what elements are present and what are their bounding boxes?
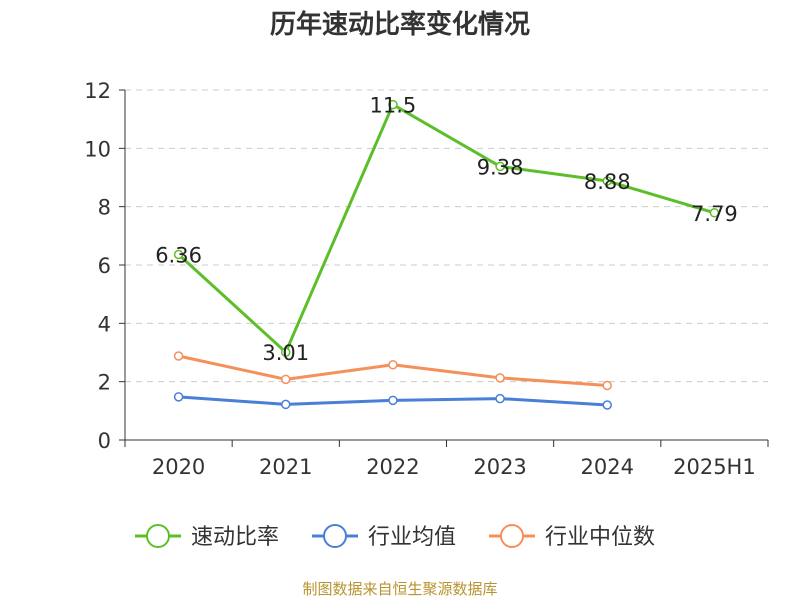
axes: 0 2 4 6 8 10 12 2020 2021 2022 2023 2024 2025H1 bbox=[84, 79, 769, 479]
x-tick-label: 2023 bbox=[473, 455, 526, 479]
data-point[interactable] bbox=[388, 99, 398, 110]
data-point[interactable] bbox=[602, 380, 612, 391]
legend-swatch-marker bbox=[500, 524, 524, 548]
series-group bbox=[173, 99, 720, 410]
legend-label: 行业均值 bbox=[368, 525, 456, 550]
data-point[interactable] bbox=[281, 347, 291, 357]
data-label: 11.5 bbox=[370, 94, 417, 118]
x-tick-label: 2024 bbox=[581, 455, 634, 479]
data-label: 6.36 bbox=[155, 244, 202, 268]
y-tick-label: 2 bbox=[98, 371, 111, 395]
y-tick-label: 0 bbox=[98, 429, 111, 453]
data-point[interactable] bbox=[281, 399, 291, 410]
data-point[interactable] bbox=[173, 249, 184, 260]
legend-label: 行业中位数 bbox=[545, 525, 655, 550]
x-tick-label: 2020 bbox=[152, 455, 205, 479]
legend-label: 速动比率 bbox=[191, 525, 279, 550]
grid-lines bbox=[125, 89, 768, 383]
data-point[interactable] bbox=[495, 393, 505, 404]
legend-swatch-marker bbox=[146, 524, 170, 548]
y-tick-label: 6 bbox=[98, 254, 111, 278]
legend-swatch-marker bbox=[323, 524, 347, 548]
legend-item[interactable]: 行业均值 bbox=[312, 524, 456, 550]
data-label: 3.01 bbox=[262, 341, 309, 365]
y-tick-label: 10 bbox=[84, 137, 111, 161]
series-line bbox=[177, 103, 715, 354]
x-tick-label: 2025H1 bbox=[673, 455, 756, 479]
x-tick-label: 2021 bbox=[259, 455, 312, 479]
data-labels: 6.36 3.01 11.5 9.38 8.88 7.79 bbox=[155, 94, 738, 366]
y-tick-label: 12 bbox=[84, 79, 111, 103]
legend-item[interactable]: 行业中位数 bbox=[489, 524, 655, 550]
data-label: 8.88 bbox=[584, 170, 631, 194]
data-point[interactable] bbox=[495, 161, 505, 172]
y-tick-label: 4 bbox=[98, 312, 111, 336]
data-label: 7.79 bbox=[691, 202, 738, 226]
data-point[interactable] bbox=[281, 374, 291, 385]
x-tick-label: 2022 bbox=[366, 455, 419, 479]
data-point[interactable] bbox=[602, 176, 612, 186]
data-point[interactable] bbox=[388, 360, 398, 370]
data-point[interactable] bbox=[495, 373, 505, 383]
data-point[interactable] bbox=[173, 351, 184, 361]
data-point[interactable] bbox=[709, 208, 720, 218]
legend[interactable]: 速动比率 行业均值 行业中位数 bbox=[135, 524, 655, 550]
y-tick-label: 8 bbox=[98, 196, 111, 220]
data-point[interactable] bbox=[388, 395, 398, 406]
data-label: 9.38 bbox=[477, 155, 524, 179]
source-note: 制图数据来自恒生聚源数据库 bbox=[302, 580, 498, 598]
data-point[interactable] bbox=[602, 400, 612, 410]
legend-item[interactable]: 速动比率 bbox=[135, 524, 279, 550]
chart-title: 历年速动比率变化情况 bbox=[269, 10, 530, 40]
data-point[interactable] bbox=[173, 392, 184, 402]
